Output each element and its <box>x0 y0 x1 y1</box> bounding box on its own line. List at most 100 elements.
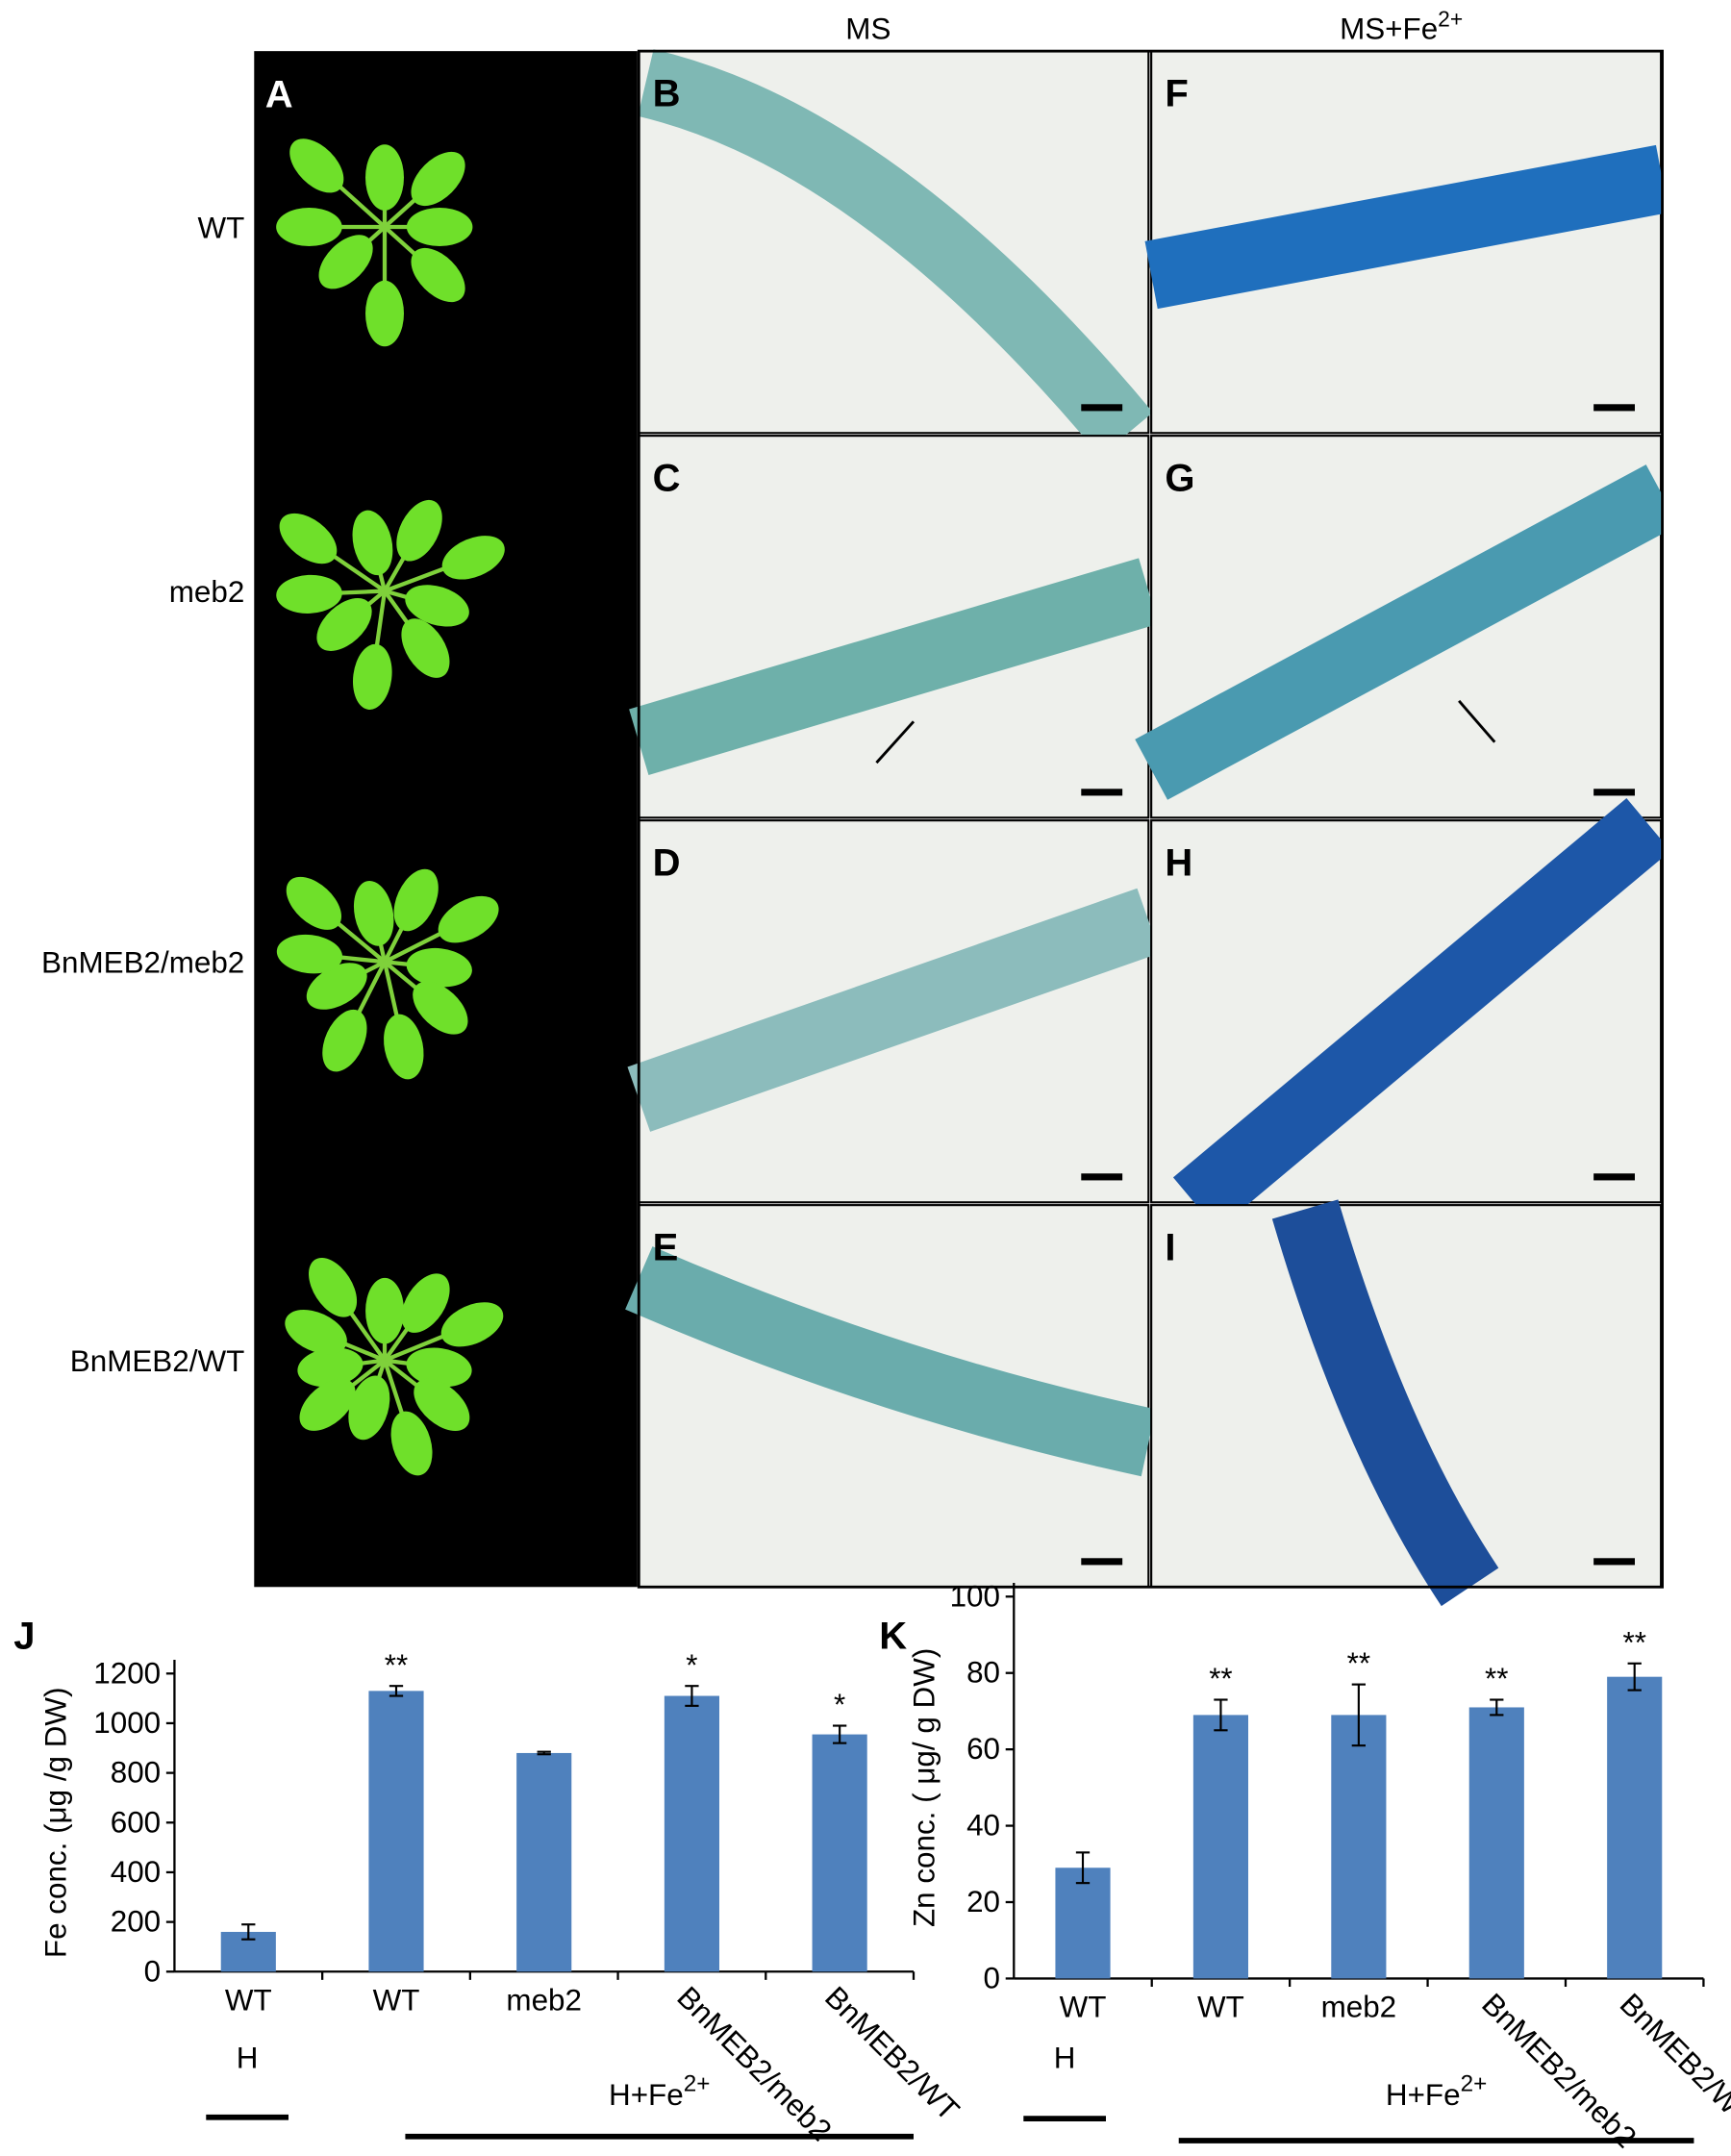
bar <box>368 1691 424 1972</box>
y-tick-label: 800 <box>111 1756 161 1790</box>
root <box>1172 798 1671 1231</box>
column-header-text: MS <box>845 12 891 45</box>
group-label: H <box>237 2041 259 2074</box>
group-label-text: H+Fe <box>1386 2078 1461 2112</box>
group-label-sup: 2+ <box>1461 2071 1488 2097</box>
significance-label: ** <box>1209 1662 1232 1695</box>
root <box>627 888 1161 1132</box>
leaf <box>352 510 393 576</box>
mask <box>1664 0 1731 1594</box>
root <box>625 1246 1156 1477</box>
arrow <box>1458 699 1496 743</box>
plant <box>276 499 505 710</box>
bar <box>1468 1707 1524 1979</box>
leaf <box>441 536 505 580</box>
bar <box>664 1695 719 1972</box>
panel-letter: E <box>653 1226 679 1268</box>
row-label: BnMEB2/WT <box>70 1344 245 1378</box>
frame <box>637 49 1664 1589</box>
leaf <box>276 574 342 614</box>
significance-label: * <box>686 1648 697 1682</box>
leaf <box>414 1378 470 1432</box>
row-label: WT <box>197 211 244 244</box>
y-tick-label: 1200 <box>93 1656 161 1690</box>
group-label-sup: 2+ <box>684 2071 711 2097</box>
error-bar <box>389 1685 404 1697</box>
bar <box>812 1734 867 1972</box>
column-header: MS <box>845 12 891 45</box>
leaf <box>390 1411 433 1476</box>
leaf <box>413 981 468 1035</box>
bar <box>1055 1868 1111 1979</box>
significance-label: ** <box>385 1648 408 1682</box>
scale-bar <box>1593 1558 1635 1566</box>
bar <box>516 1752 572 1972</box>
root <box>1271 1199 1499 1607</box>
column-header-sup: 2+ <box>1438 6 1463 31</box>
error-bar <box>1075 1851 1091 1885</box>
leaf <box>405 585 469 627</box>
y-tick-label: 0 <box>144 1954 161 1988</box>
leaf <box>365 280 405 347</box>
scale-bar <box>1081 404 1123 412</box>
significance-label: ** <box>1622 1625 1645 1659</box>
leaf <box>411 247 465 303</box>
leaf <box>393 868 439 932</box>
leaf <box>299 1378 356 1431</box>
leaf <box>401 618 450 678</box>
root <box>638 49 1153 457</box>
x-tick-label: meb2 <box>1321 1990 1397 2023</box>
panel-letter: F <box>1165 72 1188 114</box>
bar <box>1192 1715 1248 1979</box>
scale-bar <box>1081 1173 1123 1181</box>
x-tick-label: BnMEB2/WT <box>1614 1987 1731 2134</box>
error-bar <box>685 1685 699 1707</box>
x-tick-label: WT <box>1060 1990 1107 2023</box>
group-label: H <box>1054 2041 1076 2074</box>
x-tick-label: BnMEB2/meb2 <box>670 1980 838 2147</box>
y-tick-label: 60 <box>966 1732 1000 1766</box>
leaf <box>276 208 342 246</box>
scale-bar <box>1593 404 1635 412</box>
column-header-text: MS+Fe <box>1340 12 1438 45</box>
leaf <box>365 144 404 211</box>
panel-letter: H <box>1165 841 1192 884</box>
leaf <box>406 1347 472 1388</box>
y-tick-label: 1000 <box>93 1706 161 1740</box>
y-tick-label: 40 <box>966 1809 1000 1843</box>
y-tick-label: 80 <box>966 1656 1000 1690</box>
x-tick-label: WT <box>1197 1990 1244 2023</box>
row-label: meb2 <box>169 575 245 609</box>
leaf <box>348 1375 390 1441</box>
y-tick-label: 20 <box>966 1885 1000 1918</box>
y-tick-label: 100 <box>950 1579 1000 1613</box>
panel-letter: D <box>653 841 681 884</box>
leaf <box>401 1273 450 1333</box>
y-tick-label: 0 <box>984 1961 1000 1994</box>
leaf <box>440 1302 504 1347</box>
significance-label: * <box>834 1688 845 1721</box>
group-label-text: H+Fe <box>609 2078 684 2112</box>
plant <box>276 868 499 1080</box>
y-tick-label: 600 <box>111 1805 161 1839</box>
leaf <box>279 513 338 564</box>
column-header: MS+Fe2+ <box>1340 6 1463 45</box>
leaf <box>406 947 472 988</box>
significance-label: ** <box>1485 1662 1508 1695</box>
leaf <box>365 1277 405 1344</box>
root <box>1144 144 1669 310</box>
leaf <box>306 963 367 1010</box>
panel-letter: B <box>653 72 681 114</box>
root <box>1135 464 1679 800</box>
x-tick-label: meb2 <box>506 1983 582 2017</box>
error-bar <box>537 1750 551 1756</box>
leaf <box>353 881 394 946</box>
leaf <box>406 208 473 246</box>
panel-letter: G <box>1165 457 1194 499</box>
x-tick-label: WT <box>225 1983 272 2017</box>
y-tick-label: 200 <box>111 1905 161 1939</box>
significance-label: ** <box>1347 1646 1370 1680</box>
arrow <box>875 720 916 765</box>
y-tick-label: 400 <box>111 1855 161 1889</box>
